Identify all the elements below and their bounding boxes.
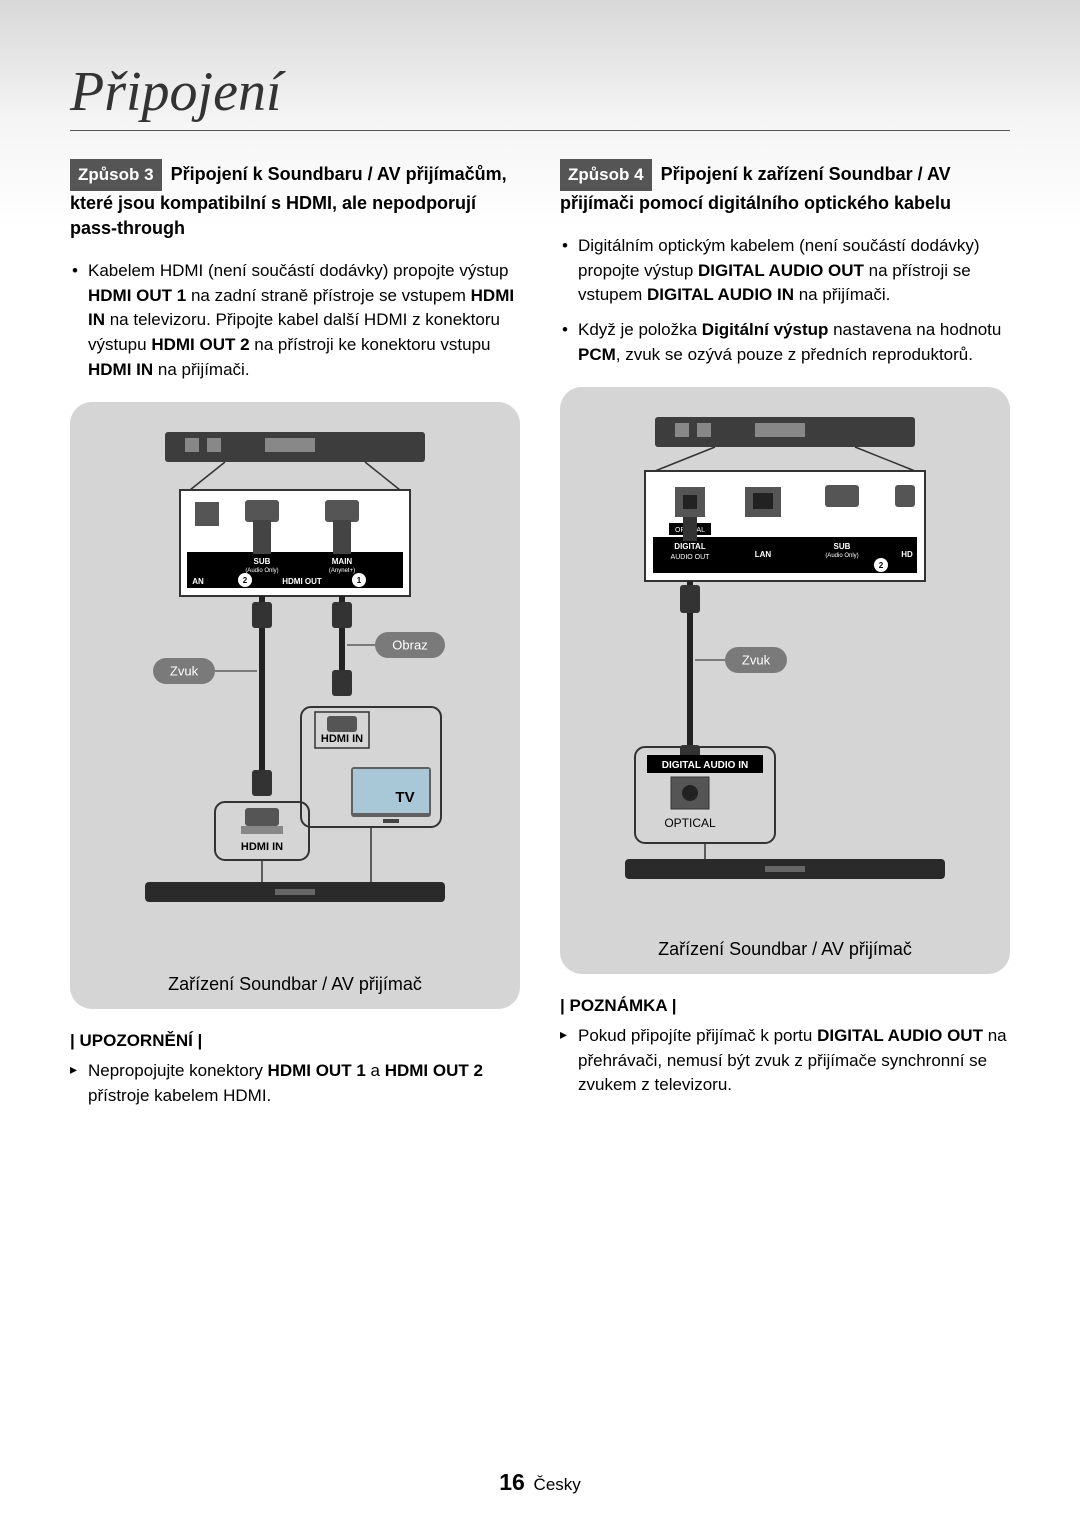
method3-badge: Způsob 3 xyxy=(70,159,162,191)
lan-label: LAN xyxy=(755,550,772,559)
bold: PCM xyxy=(578,345,616,364)
an-label: AN xyxy=(192,577,204,586)
text: Nepropojujte konektory xyxy=(88,1061,268,1080)
num2-r: 2 xyxy=(879,561,884,570)
warning-label: | UPOZORNĚNÍ | xyxy=(70,1031,520,1051)
bold: Digitální výstup xyxy=(702,320,829,339)
bold: DIGITAL AUDIO IN xyxy=(647,285,794,304)
warning-item: Nepropojujte konektory HDMI OUT 1 a HDMI… xyxy=(88,1059,520,1108)
diagram4-svg: OPTICAL DIGITAL AUDIO OUT LAN SUB (Audio… xyxy=(585,407,985,927)
bold: HDMI OUT 2 xyxy=(151,335,249,354)
note-list: Pokud připojíte přijímač k portu DIGITAL… xyxy=(560,1024,1010,1098)
diagram3-caption: Zařízení Soundbar / AV přijímač xyxy=(86,974,504,995)
method4-bullet-1: Digitálním optickým kabelem (není součás… xyxy=(578,234,1010,308)
sub2-label: (Audio Only) xyxy=(245,568,278,574)
hdmi-in-rcv: HDMI IN xyxy=(241,841,283,853)
zvuk-pill-r: Zvuk xyxy=(742,653,771,668)
main2-label: (Anynet+) xyxy=(329,568,355,574)
method4-heading: Způsob 4 Připojení k zařízení Soundbar /… xyxy=(560,159,1010,216)
page-number: 16 xyxy=(499,1469,525,1495)
text: Pokud připojíte přijímač k portu xyxy=(578,1026,817,1045)
bold: DIGITAL AUDIO OUT xyxy=(698,261,864,280)
audioout-label: AUDIO OUT xyxy=(671,554,711,561)
diagram3-svg: SUB (Audio Only) MAIN (Anynet+) AN 2 HDM… xyxy=(95,422,495,962)
main-label: MAIN xyxy=(332,557,353,566)
method4-badge: Způsob 4 xyxy=(560,159,652,191)
zvuk-pill: Zvuk xyxy=(170,664,199,679)
method4-bullet-2: Když je položka Digitální výstup nastave… xyxy=(578,318,1010,367)
text: přístroje kabelem HDMI. xyxy=(88,1086,271,1105)
page-lang: Česky xyxy=(534,1475,581,1494)
text: , zvuk se ozývá pouze z předních reprodu… xyxy=(616,345,973,364)
method3-diagram: SUB (Audio Only) MAIN (Anynet+) AN 2 HDM… xyxy=(70,402,520,1009)
text: nastavena na hodnotu xyxy=(828,320,1001,339)
text: a xyxy=(366,1061,385,1080)
num2: 2 xyxy=(243,576,248,585)
num1: 1 xyxy=(357,576,362,585)
bold: HDMI OUT 2 xyxy=(385,1061,483,1080)
method3-bullet-1: Kabelem HDMI (není součástí dodávky) pro… xyxy=(88,259,520,382)
hdmiout-label: HDMI OUT xyxy=(282,577,322,586)
text: na zadní straně přístroje se vstupem xyxy=(186,286,470,305)
page-title: Připojení xyxy=(70,60,1010,131)
method3-bullets: Kabelem HDMI (není součástí dodávky) pro… xyxy=(70,259,520,382)
diagram4-caption: Zařízení Soundbar / AV přijímač xyxy=(576,939,994,960)
tv-label: TV xyxy=(395,789,414,806)
bold: HDMI OUT 1 xyxy=(88,286,186,305)
text: na přijímači. xyxy=(794,285,890,304)
note-label: | POZNÁMKA | xyxy=(560,996,1010,1016)
warning-list: Nepropojujte konektory HDMI OUT 1 a HDMI… xyxy=(70,1059,520,1108)
bold: HDMI IN xyxy=(88,360,153,379)
hd-label: HD xyxy=(901,550,913,559)
obraz-pill: Obraz xyxy=(392,638,427,653)
method4-diagram: OPTICAL DIGITAL AUDIO OUT LAN SUB (Audio… xyxy=(560,387,1010,974)
digital-label: DIGITAL xyxy=(674,542,706,551)
text: na přístroji ke konektoru vstupu xyxy=(250,335,491,354)
method4-bullets: Digitálním optickým kabelem (není součás… xyxy=(560,234,1010,367)
right-column: Způsob 4 Připojení k zařízení Soundbar /… xyxy=(560,159,1010,1109)
optical-label: OPTICAL xyxy=(664,816,716,830)
note-item: Pokud připojíte přijímač k portu DIGITAL… xyxy=(578,1024,1010,1098)
bold: HDMI OUT 1 xyxy=(268,1061,366,1080)
left-column: Způsob 3 Připojení k Soundbaru / AV přij… xyxy=(70,159,520,1109)
hdmi-in-tv: HDMI IN xyxy=(321,733,363,745)
sub-label-r: SUB xyxy=(834,542,851,551)
method3-heading: Způsob 3 Připojení k Soundbaru / AV přij… xyxy=(70,159,520,241)
text: Kabelem HDMI (není součástí dodávky) pro… xyxy=(88,261,508,280)
sub2-label-r: (Audio Only) xyxy=(825,553,858,559)
text: na přijímači. xyxy=(153,360,249,379)
content-columns: Způsob 3 Připojení k Soundbaru / AV přij… xyxy=(70,159,1010,1109)
bold: DIGITAL AUDIO OUT xyxy=(817,1026,983,1045)
sub-label: SUB xyxy=(254,557,271,566)
text: Když je položka xyxy=(578,320,702,339)
page-footer: 16 Česky xyxy=(0,1469,1080,1496)
dai-label: DIGITAL AUDIO IN xyxy=(662,760,748,771)
